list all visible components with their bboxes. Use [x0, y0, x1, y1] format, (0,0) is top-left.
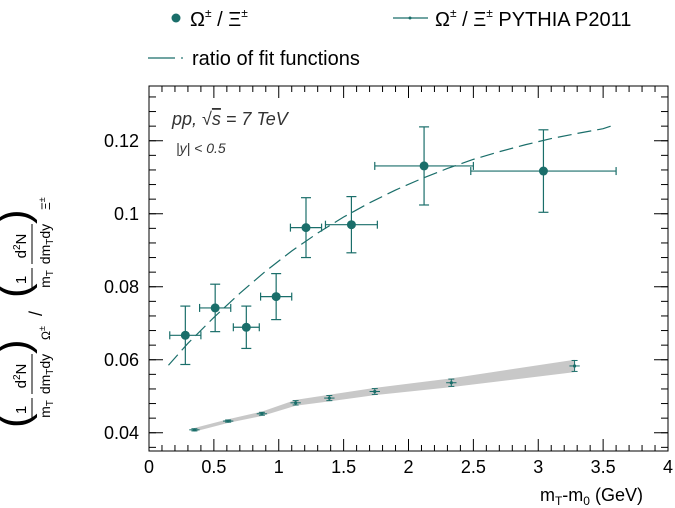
svg-text:Ξ±: Ξ± [37, 197, 53, 210]
legend-pythia-marker [408, 16, 412, 20]
pythia-point [226, 419, 230, 423]
svg-text:d2N: d2N [12, 234, 30, 259]
svg-text:(: ( [0, 283, 38, 298]
annotation-rapidity: |y| < 0.5 [176, 140, 226, 156]
legend-data-label: Ω± / Ξ± [190, 6, 248, 31]
svg-text:1: 1 [13, 406, 30, 414]
x-tick-label: 4 [663, 457, 673, 477]
y-axis-title: ( 1 mT d2N dmTdy ) Ω± / ( 1 mT d2N dmTdy… [0, 197, 56, 428]
annotation-system: pp, √s = 7 TeV [171, 109, 290, 129]
pythia-point [294, 401, 298, 405]
data-point [419, 161, 429, 171]
svg-text:mT: mT [37, 270, 56, 288]
x-tick-label: 1 [274, 457, 284, 477]
pythia-point [449, 381, 453, 385]
pythia-point [327, 396, 331, 400]
pythia-point [192, 428, 197, 432]
svg-text:): ) [0, 339, 38, 354]
data-point [346, 220, 356, 230]
legend-data-marker [171, 13, 181, 23]
data-point [301, 223, 311, 233]
pythia-uncertainty-band [194, 359, 575, 432]
svg-text:dmTdy: dmTdy [37, 224, 56, 264]
axis-ticks: 0 0.5 1 1.5 2 2.5 3 3.5 4 0.04 0.06 0.08 0.1 0.12 [104, 86, 673, 477]
fit-function-line [168, 123, 617, 366]
pythia-point [260, 412, 264, 416]
data-point [241, 322, 251, 332]
data-point [180, 330, 190, 340]
x-axis-title: mT-m0 (GeV) [540, 485, 643, 508]
data-series [169, 126, 617, 366]
svg-text:(: ( [0, 413, 38, 428]
y-tick-label: 0.12 [104, 131, 139, 151]
y-tick-label: 0.08 [104, 277, 139, 297]
svg-text:Ω±: Ω± [37, 326, 53, 340]
x-tick-label: 0.5 [201, 457, 226, 477]
y-tick-label: 0.04 [104, 423, 139, 443]
svg-text:/: / [26, 311, 46, 316]
x-tick-label: 2.5 [461, 457, 486, 477]
data-point [538, 166, 548, 176]
fit-curve [168, 123, 617, 366]
legend-pythia-label: Ω± / Ξ± PYTHIA P2011 [435, 6, 631, 31]
x-tick-label: 0 [144, 457, 154, 477]
pythia-series [189, 359, 580, 432]
pythia-band [194, 359, 575, 432]
svg-text:dmTdy: dmTdy [37, 354, 56, 394]
pythia-point [373, 389, 377, 394]
pythia-point [572, 364, 577, 368]
y-tick-label: 0.1 [114, 204, 139, 224]
x-tick-label: 2 [403, 457, 413, 477]
x-tick-label: 3.5 [591, 457, 616, 477]
svg-text:): ) [0, 209, 38, 224]
legend: Ω± / Ξ± Ω± / Ξ± PYTHIA P2011 ratio of fi… [148, 6, 631, 70]
svg-text:mT: mT [37, 400, 56, 418]
legend-fit-label: ratio of fit functions [192, 48, 360, 70]
plot-frame [148, 85, 669, 452]
x-tick-label: 1.5 [331, 457, 356, 477]
data-point [210, 303, 220, 313]
legend-fit-dot [181, 57, 183, 59]
y-tick-label: 0.06 [104, 350, 139, 370]
x-tick-label: 3 [533, 457, 543, 477]
data-point [271, 292, 281, 302]
svg-text:d2N: d2N [12, 364, 30, 389]
svg-text:1: 1 [13, 276, 30, 284]
